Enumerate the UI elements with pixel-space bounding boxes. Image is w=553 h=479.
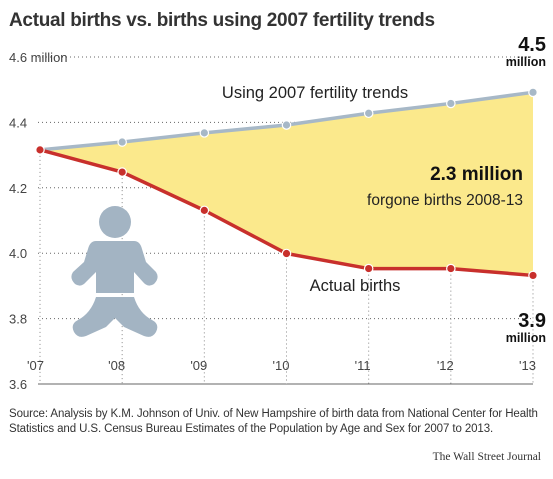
credit-line: The Wall Street Journal: [432, 451, 541, 463]
x-tick-label: '07: [27, 358, 44, 373]
gap-value-annotation: 2.3 million: [430, 164, 523, 185]
y-tick-label: 4.6 million: [9, 50, 68, 65]
bottom-unit-annotation: million: [506, 331, 546, 345]
point-actual: [199, 205, 210, 216]
point-trend: [446, 98, 456, 109]
top-unit-annotation: million: [506, 55, 546, 69]
point-trend: [281, 120, 292, 130]
bottom-value-annotation: 3.9: [518, 310, 546, 332]
y-tick-label: 3.8: [9, 312, 27, 327]
point-actual: [446, 263, 456, 274]
gap-label-annotation: forgone births 2008-13: [367, 192, 523, 209]
point-trend: [528, 87, 538, 98]
source-note: Source: Analysis by K.M. Johnson of Univ…: [9, 408, 538, 435]
x-tick-label: '10: [273, 358, 290, 373]
series-label-trend: Using 2007 fertility trends: [222, 84, 408, 102]
x-tick-label: '09: [190, 358, 207, 373]
point-actual: [363, 263, 374, 274]
y-tick-label: 4.2: [9, 181, 27, 196]
x-tick-label: '08: [108, 358, 125, 373]
point-actual: [281, 248, 292, 259]
x-tick-label: '11: [355, 358, 371, 373]
point-actual: [117, 167, 127, 177]
x-tick-label: '13: [519, 358, 536, 373]
x-tick-label: '12: [437, 358, 454, 373]
y-tick-label: 4.0: [9, 246, 27, 261]
point-trend: [199, 128, 210, 138]
series-label-actual: Actual births: [310, 277, 401, 295]
point-actual: [528, 270, 538, 281]
point-trend: [117, 137, 127, 147]
baby-icon: [71, 206, 158, 337]
point-actual: [35, 145, 45, 155]
point-trend: [363, 108, 374, 119]
top-value-annotation: 4.5: [518, 34, 546, 56]
y-tick-label: 4.4: [9, 115, 27, 130]
y-tick-label: 3.6: [9, 377, 27, 392]
chart-title: Actual births vs. births using 2007 fert…: [9, 10, 435, 31]
